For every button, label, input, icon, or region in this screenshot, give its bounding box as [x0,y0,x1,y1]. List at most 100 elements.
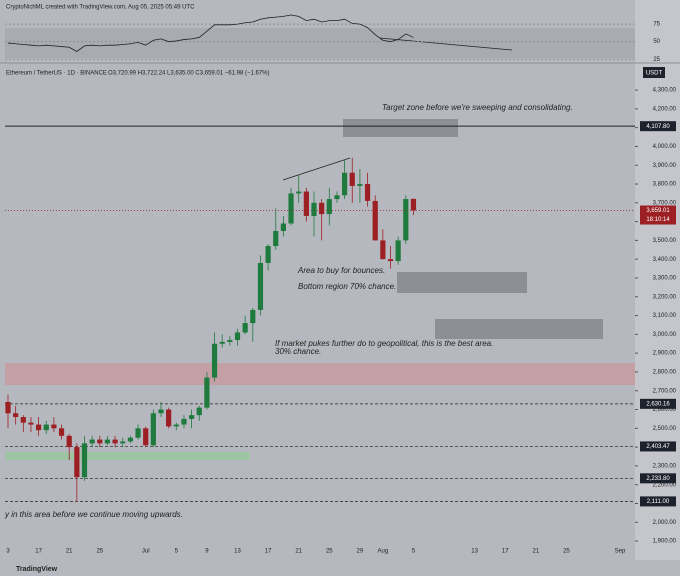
candle-body [250,309,256,324]
level-label: 2,233.80 [646,476,670,482]
level-box [640,121,676,132]
candle-body [219,341,225,344]
last-price-box [640,205,676,225]
candle-body [74,447,80,478]
candle-body [120,441,126,444]
level-label: 2,111.00 [647,499,670,505]
candle-body [387,259,394,262]
candle-body [380,240,386,260]
candle-body [58,428,65,436]
x-tick-label: 5 [412,549,416,555]
candle-body [410,198,417,211]
candle-body [97,439,103,444]
rsi-tick-label: 25 [653,57,660,63]
candle-body [349,172,355,186]
x-tick-label: 13 [234,549,241,555]
candle-body [334,195,340,200]
countdown: 18:10:14 [646,217,670,223]
rsi-band [5,28,635,58]
candle-body [303,191,309,216]
red-zone [5,363,635,385]
bottom-zone [435,319,603,339]
x-tick-label: 21 [66,549,73,555]
candle-body [89,439,95,444]
candle-body [104,439,111,444]
y-tick-label: 2,500.00 [653,426,677,432]
candle-body [273,230,279,247]
y-tick-label: 2,900.00 [653,351,677,357]
y-tick-label: 3,700.00 [653,200,677,206]
candle-body [166,409,172,427]
x-tick-label: 17 [35,549,42,555]
candle-body [265,246,271,263]
y-tick-label: 2,800.00 [653,370,677,376]
candle-body [326,199,332,215]
candle-body [173,424,179,427]
y-tick-label: 3,000.00 [653,332,677,338]
y-tick-label: 4,200.00 [653,106,677,112]
x-tick-label: 17 [502,549,509,555]
candle-body [189,415,195,419]
x-tick-label: 25 [96,549,103,555]
y-tick-label: 3,800.00 [653,182,677,188]
candle-body [5,401,11,414]
candle-body [20,417,26,423]
y-tick-label: 3,300.00 [653,276,677,282]
green-zone [5,452,250,460]
annotation: 30% chance. [275,347,321,356]
y-tick-label: 2,000.00 [653,520,677,526]
candle-body [296,191,302,194]
level-label: 2,630.16 [646,401,670,407]
x-tick-label: 17 [265,549,272,555]
candle-body [150,413,156,446]
symbol: Ethereum / TetherUS · 1D · BINANCE [6,71,107,77]
x-tick-label: Sep [615,549,626,555]
rsi-tick-label: 50 [653,39,660,45]
y-tick-label: 2,700.00 [653,388,677,394]
candle-body [395,240,401,262]
candle-body [234,332,241,340]
annotation: If market pukes further do to geopolitic… [275,339,493,348]
x-tick-label: 13 [471,549,478,555]
level-box [640,441,676,452]
currency-box [643,67,665,78]
level-label: 2,403.47 [646,444,670,450]
candle-body [28,422,34,425]
candle-body [158,409,164,414]
candle-body [311,202,317,216]
x-tick-label: 25 [563,549,570,555]
candle-body [280,223,286,231]
candle-body [135,428,141,438]
candle-body [403,199,409,241]
candle-body [43,424,49,431]
candle-body [372,200,378,241]
candle-body [342,172,348,196]
level-box [640,496,676,507]
currency: USDT [646,71,663,77]
y-tick-label: 2,200.00 [653,482,677,488]
x-tick-label: 5 [175,549,179,555]
x-tick-label: 3 [6,549,10,555]
y-tick-label: 4,300.00 [653,88,677,94]
candle-body [196,407,202,416]
y-tick-label: 3,400.00 [653,257,677,263]
candle-body [357,184,363,186]
candle-body [288,193,294,224]
x-tick-label: 29 [357,549,364,555]
candle-body [143,428,149,446]
y-tick-label: 4,000.00 [653,144,677,150]
x-tick-label: 25 [326,549,333,555]
footer-logo: TradingView [16,566,58,573]
candle-body [51,424,57,429]
y-tick-label: 2,600.00 [653,407,677,413]
trend-line [282,157,351,181]
credit: CryptoNichML created with TradingView.co… [6,5,195,11]
y-tick-label: 3,500.00 [653,238,677,244]
candle-body [36,424,42,431]
y-tick-label: 3,900.00 [653,163,677,169]
ohlc: O3,720.99 H3,722.24 L3,635.00 C3,659.01 … [108,71,269,77]
x-tick-label: Jul [142,549,150,555]
y-tick-label: 2,300.00 [653,463,677,469]
